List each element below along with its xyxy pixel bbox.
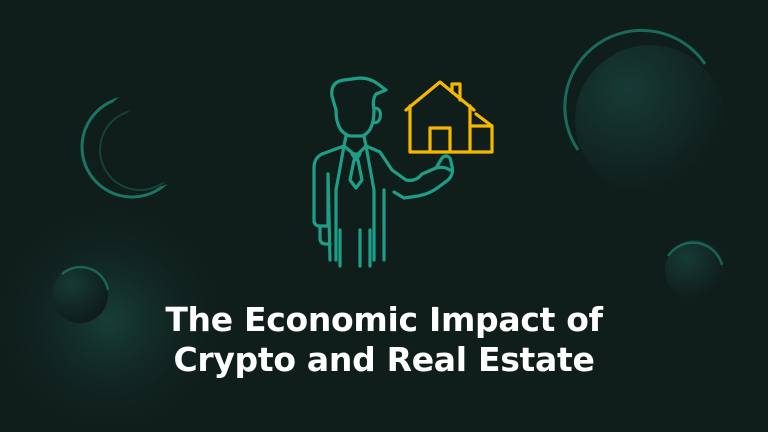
title-line-2: Crypto and Real Estate: [173, 340, 595, 379]
orb-large-right: [563, 28, 725, 195]
orb-small-left: [52, 265, 110, 323]
orb-small-right: [665, 240, 725, 300]
house-icon: [404, 80, 494, 154]
title-line-1: The Economic Impact of: [165, 300, 603, 339]
businessman-presenting-icon: [312, 76, 455, 268]
glow-bottom-left: [0, 190, 240, 432]
crescent-orb-left: [80, 88, 198, 199]
page-title: The Economic Impact of Crypto and Real E…: [0, 300, 768, 380]
hero-illustration: [312, 76, 494, 268]
